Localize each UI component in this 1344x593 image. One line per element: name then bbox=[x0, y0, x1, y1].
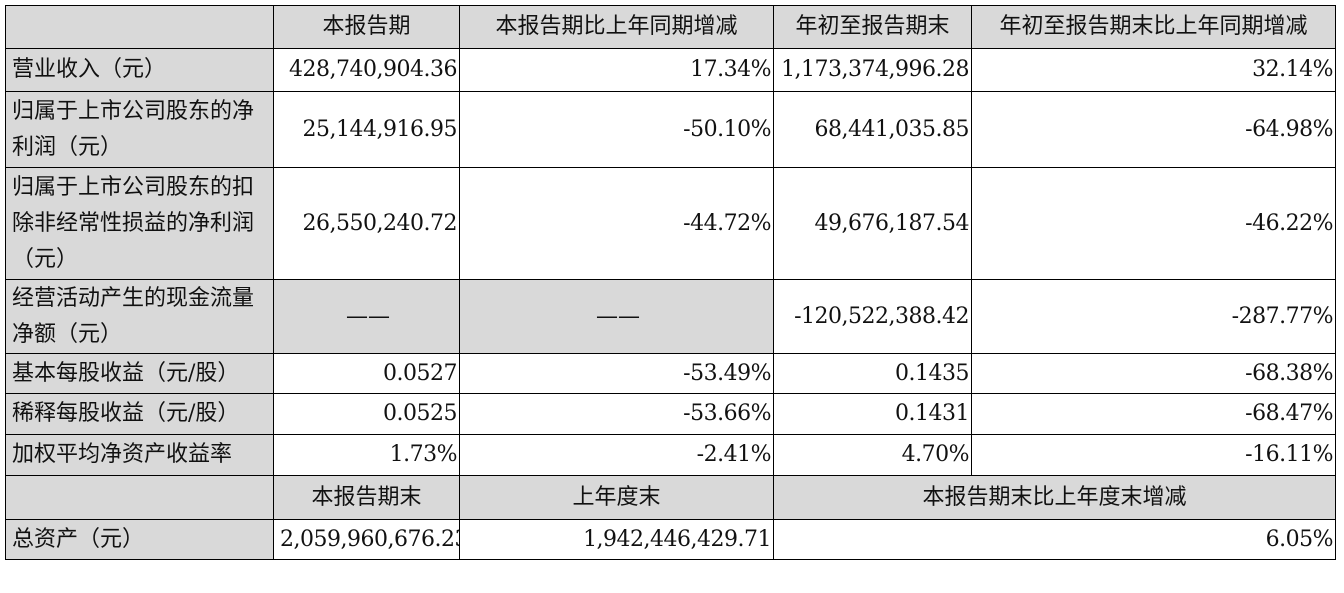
table-row: 基本每股收益（元/股） 0.0527 -53.49% 0.1435 -68.38… bbox=[5, 353, 1336, 394]
header2-prior-year-end: 上年度末 bbox=[459, 475, 774, 520]
table-cell: 0.1435 bbox=[773, 353, 972, 394]
table-row: 加权平均净资产收益率 1.73% -2.41% 4.70% -16.11% bbox=[5, 434, 1336, 476]
table-cell-dash: —— bbox=[459, 279, 774, 354]
table-cell: -44.72% bbox=[459, 167, 774, 280]
table-cell: 0.0525 bbox=[273, 393, 460, 435]
row-label: 经营活动产生的现金流量净额（元） bbox=[5, 279, 274, 354]
header-empty-cell bbox=[5, 5, 274, 49]
header2-empty-cell bbox=[5, 475, 274, 520]
table-cell: 25,144,916.95 bbox=[273, 91, 460, 168]
table-cell: -2.41% bbox=[459, 434, 774, 476]
header-row-2: 本报告期末 上年度末 本报告期末比上年度末增减 bbox=[5, 475, 1336, 520]
table-cell: 0.1431 bbox=[773, 393, 972, 435]
table-cell: -287.77% bbox=[971, 279, 1336, 354]
row-label: 归属于上市公司股东的扣除非经常性损益的净利润（元） bbox=[5, 167, 274, 280]
table-row: 归属于上市公司股东的扣除非经常性损益的净利润（元） 26,550,240.72 … bbox=[5, 167, 1336, 280]
header-row: 本报告期 本报告期比上年同期增减 年初至报告期末 年初至报告期末比上年同期增减 bbox=[5, 5, 1336, 49]
table-cell: -53.66% bbox=[459, 393, 774, 435]
table-cell: 428,740,904.36 bbox=[273, 48, 460, 92]
row-label: 总资产（元） bbox=[5, 519, 274, 560]
table-cell: 26,550,240.72 bbox=[273, 167, 460, 280]
table-row: 经营活动产生的现金流量净额（元） —— —— -120,522,388.42 -… bbox=[5, 279, 1336, 354]
header-current-period: 本报告期 bbox=[273, 5, 460, 49]
table-cell: 68,441,035.85 bbox=[773, 91, 972, 168]
table-cell: 1,942,446,429.71 bbox=[459, 519, 774, 560]
table-cell: -16.11% bbox=[971, 434, 1336, 476]
table-row: 营业收入（元） 428,740,904.36 17.34% 1,173,374,… bbox=[5, 48, 1336, 92]
table-cell-dash: —— bbox=[273, 279, 460, 354]
table-cell: 32.14% bbox=[971, 48, 1336, 92]
table-cell: 17.34% bbox=[459, 48, 774, 92]
header2-change: 本报告期末比上年度末增减 bbox=[773, 475, 1336, 520]
header-ytd: 年初至报告期末 bbox=[773, 5, 972, 49]
table-cell: -120,522,388.42 bbox=[773, 279, 972, 354]
header-ytd-change: 年初至报告期末比上年同期增减 bbox=[971, 5, 1336, 49]
table-cell: -68.47% bbox=[971, 393, 1336, 435]
table-cell: 1,173,374,996.28 bbox=[773, 48, 972, 92]
table-cell: -50.10% bbox=[459, 91, 774, 168]
table-cell: 2,059,960,676.23 bbox=[273, 519, 460, 560]
table-cell: -53.49% bbox=[459, 353, 774, 394]
row-label: 营业收入（元） bbox=[5, 48, 274, 92]
table-row: 归属于上市公司股东的净利润（元） 25,144,916.95 -50.10% 6… bbox=[5, 91, 1336, 168]
table-row: 总资产（元） 2,059,960,676.23 1,942,446,429.71… bbox=[5, 519, 1336, 560]
row-label: 稀释每股收益（元/股） bbox=[5, 393, 274, 435]
row-label: 基本每股收益（元/股） bbox=[5, 353, 274, 394]
table-cell: 49,676,187.54 bbox=[773, 167, 972, 280]
row-label: 归属于上市公司股东的净利润（元） bbox=[5, 91, 274, 168]
table-row: 稀释每股收益（元/股） 0.0525 -53.66% 0.1431 -68.47… bbox=[5, 393, 1336, 435]
table-cell: -46.22% bbox=[971, 167, 1336, 280]
header2-period-end: 本报告期末 bbox=[273, 475, 460, 520]
header-current-period-change: 本报告期比上年同期增减 bbox=[459, 5, 774, 49]
table-cell: 4.70% bbox=[773, 434, 972, 476]
row-label: 加权平均净资产收益率 bbox=[5, 434, 274, 476]
table-cell: -68.38% bbox=[971, 353, 1336, 394]
financial-summary-table: 本报告期 本报告期比上年同期增减 年初至报告期末 年初至报告期末比上年同期增减 … bbox=[5, 5, 1336, 560]
table-cell: 0.0527 bbox=[273, 353, 460, 394]
table-cell: 1.73% bbox=[273, 434, 460, 476]
table-cell: 6.05% bbox=[773, 519, 1336, 560]
table-cell: -64.98% bbox=[971, 91, 1336, 168]
